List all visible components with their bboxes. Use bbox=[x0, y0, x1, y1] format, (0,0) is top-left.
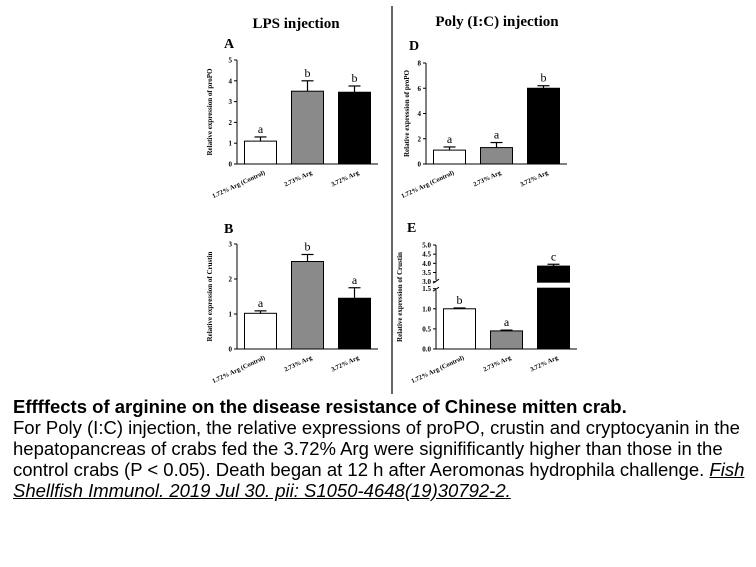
significance-letter: a bbox=[352, 273, 358, 287]
significance-letter: c bbox=[551, 249, 556, 263]
significance-letter: a bbox=[494, 128, 500, 142]
category-label: 2.73% Arg bbox=[283, 169, 314, 188]
significance-letter: a bbox=[447, 132, 453, 146]
significance-letter: b bbox=[457, 293, 463, 307]
significance-letter: b bbox=[352, 71, 358, 85]
y-tick-label: 8 bbox=[418, 60, 422, 68]
y-axis-label: Relative expression of Crustin bbox=[396, 252, 404, 342]
citation-link[interactable]: Fish Shellfish Immunol. 2019 Jul 30. pii… bbox=[13, 459, 745, 501]
category-label: 3.72% Arg bbox=[529, 354, 560, 373]
significance-letter: b bbox=[305, 240, 311, 254]
significance-letter: a bbox=[504, 315, 510, 329]
y-tick-label: 4.0 bbox=[422, 260, 431, 268]
panel-letter: E bbox=[407, 221, 416, 236]
y-tick-label: 4 bbox=[418, 110, 422, 118]
category-label: 2.73% Arg bbox=[482, 354, 513, 373]
bar bbox=[443, 308, 476, 350]
y-tick-label: 2 bbox=[418, 135, 422, 143]
caption-text: For Poly (I:C) injection, the relative e… bbox=[13, 417, 740, 480]
bar-upper bbox=[537, 265, 570, 283]
panel-b: B Relative expression of Crustin 0 1 2 3 a 1.72… bbox=[206, 222, 378, 385]
figure-canvas: LPS injection Poly (I:C) injection A Rela… bbox=[206, 6, 577, 394]
y-axis-label: Relative expression of Crustin bbox=[206, 251, 214, 341]
panel-d: D Relative expression of proPO 0 2 4 6 8 a 1.72%… bbox=[400, 39, 567, 200]
category-label: 2.73% Arg bbox=[472, 169, 503, 188]
y-tick-label: 2 bbox=[229, 119, 233, 127]
y-tick-label: 0.0 bbox=[422, 346, 431, 354]
figure-caption: Effffects of arginine on the disease res… bbox=[13, 396, 753, 501]
y-tick-label: 2 bbox=[229, 276, 233, 284]
bar bbox=[433, 149, 466, 165]
y-tick-label: 1 bbox=[229, 311, 233, 319]
y-tick-label: 4.5 bbox=[422, 251, 431, 259]
y-tick-label: 6 bbox=[418, 85, 422, 93]
y-tick-label: 0 bbox=[229, 161, 233, 169]
panel-letter: B bbox=[224, 222, 233, 237]
panel-letter: A bbox=[224, 37, 235, 52]
y-tick-label: 1 bbox=[229, 140, 233, 148]
bar-lower bbox=[537, 287, 570, 350]
bar bbox=[480, 147, 513, 165]
bar bbox=[244, 312, 277, 350]
figure: LPS injection Poly (I:C) injection A Rela… bbox=[206, 6, 577, 394]
category-label: 3.72% Arg bbox=[519, 169, 550, 188]
y-tick-label: 3 bbox=[229, 241, 233, 249]
bar bbox=[244, 140, 277, 165]
significance-letter: a bbox=[258, 296, 264, 310]
y-tick-label: 1.0 bbox=[422, 305, 431, 313]
category-label: 1.72% Arg (Control) bbox=[400, 169, 455, 200]
group-heading-polyic: Poly (I:C) injection bbox=[435, 14, 559, 30]
bar bbox=[338, 91, 371, 165]
category-label: 3.72% Arg bbox=[330, 354, 361, 373]
bar bbox=[490, 330, 523, 350]
y-tick-label: 0 bbox=[418, 161, 422, 169]
y-tick-label: 3.5 bbox=[422, 269, 431, 277]
y-tick-label: 0 bbox=[229, 346, 233, 354]
caption-title: Effffects of arginine on the disease res… bbox=[13, 396, 627, 417]
bar bbox=[527, 87, 560, 165]
y-tick-label: 5.0 bbox=[422, 242, 431, 250]
category-label: 1.72% Arg (Control) bbox=[211, 169, 266, 200]
panel-e: E Relative expression of Crustin 0.0 0.5 1.0… bbox=[396, 221, 577, 385]
panel-a: A Relative expression of proPO 0 1 2 3 4 5 a 1.72… bbox=[206, 37, 378, 200]
category-label: 1.72% Arg (Control) bbox=[410, 354, 465, 385]
bar bbox=[291, 261, 324, 350]
y-axis-label: Relative expression of proPO bbox=[403, 69, 411, 157]
y-tick-label: 3 bbox=[229, 98, 233, 106]
caption-body: For Poly (I:C) injection, the relative e… bbox=[13, 417, 753, 501]
y-tick-label: 3.0 bbox=[422, 278, 431, 286]
bar bbox=[291, 90, 324, 165]
panel-letter: D bbox=[409, 39, 419, 54]
significance-letter: a bbox=[258, 122, 264, 136]
significance-letter: b bbox=[305, 66, 311, 80]
bar bbox=[338, 297, 371, 350]
y-tick-label: 5 bbox=[229, 57, 233, 65]
y-tick-label: 4 bbox=[229, 77, 233, 85]
y-axis-label: Relative expression of proPO bbox=[206, 68, 214, 156]
category-label: 1.72% Arg (Control) bbox=[211, 354, 266, 385]
axis-break-mark bbox=[432, 278, 440, 292]
category-label: 2.73% Arg bbox=[283, 354, 314, 373]
y-tick-label: 1.5 bbox=[422, 285, 431, 293]
group-heading-lps: LPS injection bbox=[252, 16, 340, 32]
y-tick-label: 0.5 bbox=[422, 325, 431, 333]
category-label: 3.72% Arg bbox=[330, 169, 361, 188]
significance-letter: b bbox=[541, 71, 547, 85]
